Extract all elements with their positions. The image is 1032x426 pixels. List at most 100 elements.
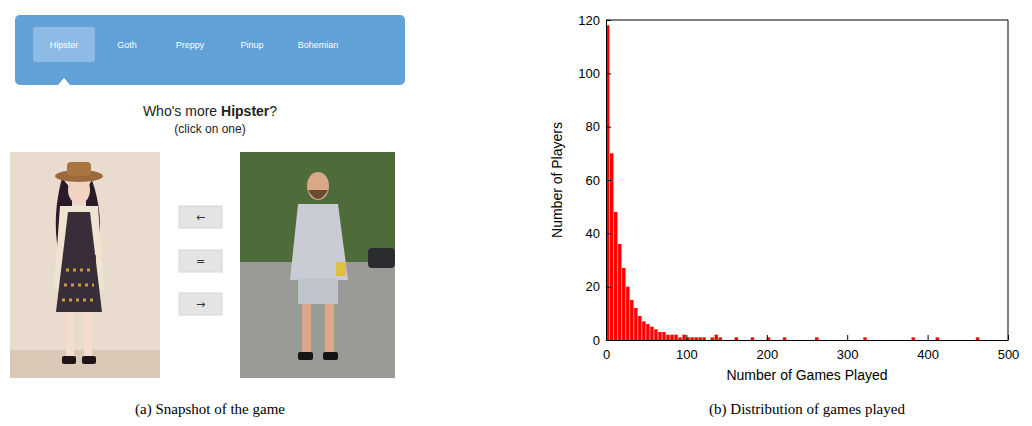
bar	[678, 337, 681, 340]
tab-label[interactable]: Bohemian	[298, 40, 339, 50]
photo-right[interactable]	[240, 152, 395, 378]
bar	[956, 340, 959, 341]
caption: (a) Snapshot of the game	[135, 401, 285, 418]
bar	[638, 316, 641, 340]
x-tick-mark	[686, 335, 687, 340]
tab-label[interactable]: Hipster	[50, 40, 79, 50]
choice-button[interactable]: ←	[179, 206, 222, 228]
bar	[916, 340, 919, 341]
button-label[interactable]: →	[196, 298, 205, 311]
face[interactable]	[307, 172, 329, 200]
photo-street[interactable]	[240, 262, 395, 378]
bar	[839, 340, 842, 341]
tab-background[interactable]	[33, 27, 95, 62]
y-tick-label: 60	[586, 173, 600, 188]
leg[interactable]	[302, 304, 311, 354]
tab-background[interactable]	[287, 27, 349, 62]
bar	[682, 335, 685, 340]
shorts[interactable]	[298, 278, 338, 304]
bar	[863, 337, 866, 340]
tab-label[interactable]: Pinup	[240, 40, 263, 50]
bar	[932, 340, 935, 341]
shoe[interactable]	[62, 356, 76, 364]
shoe[interactable]	[298, 352, 313, 360]
leg[interactable]	[66, 312, 74, 357]
button-background[interactable]	[179, 250, 222, 272]
tab-background[interactable]	[105, 27, 149, 62]
bar	[887, 340, 890, 341]
tab[interactable]: Hipster	[33, 27, 95, 62]
y-axis: 020406080100120	[578, 13, 611, 348]
bar	[912, 337, 915, 340]
tab-pointer	[57, 78, 71, 86]
shoe[interactable]	[82, 356, 96, 364]
tab-label[interactable]: Preppy	[176, 40, 205, 50]
tab-background[interactable]	[165, 27, 215, 62]
bar	[871, 340, 874, 341]
y-tick-mark	[606, 340, 611, 341]
y-tick-label: 40	[586, 226, 600, 241]
button-label[interactable]: ←	[196, 211, 205, 224]
bar	[972, 340, 975, 341]
game-snapshot: HipsterGothPreppyPinupBohemianWho's more…	[10, 15, 405, 418]
photo-background[interactable]	[240, 152, 395, 378]
x-tick-label: 0	[603, 347, 610, 362]
frame-top	[606, 20, 1008, 21]
bar	[795, 340, 798, 341]
dress[interactable]	[56, 212, 102, 312]
bar	[739, 340, 742, 341]
tab[interactable]: Pinup	[230, 27, 274, 62]
tab-background[interactable]	[230, 27, 274, 62]
y-tick-label: 20	[586, 279, 600, 294]
bar	[670, 335, 673, 340]
choice-button[interactable]: →	[179, 293, 222, 315]
shoe[interactable]	[323, 352, 338, 360]
leg[interactable]	[325, 304, 334, 354]
bar	[747, 340, 750, 341]
tab[interactable]: Bohemian	[287, 27, 349, 62]
x-tick-label: 100	[676, 347, 698, 362]
leg[interactable]	[84, 312, 92, 357]
choice-button[interactable]: =	[179, 250, 222, 272]
bar	[634, 308, 637, 340]
button-background[interactable]	[179, 206, 222, 228]
bar	[751, 337, 754, 340]
x-tick-mark	[767, 335, 768, 340]
bar	[658, 332, 661, 340]
question-suffix: ?	[269, 103, 277, 119]
question-emphasis: Hipster	[221, 103, 270, 119]
x-tick: 300	[837, 335, 859, 362]
button-label[interactable]: =	[196, 255, 205, 268]
bar	[819, 340, 822, 341]
dress-pattern[interactable]	[62, 270, 96, 300]
bar	[899, 340, 902, 341]
y-tick-mark	[606, 233, 611, 234]
book[interactable]	[336, 262, 346, 276]
bar	[831, 340, 834, 341]
bar	[715, 335, 718, 340]
y-tick: 20	[586, 279, 611, 294]
button-background[interactable]	[179, 293, 222, 315]
bars	[606, 25, 979, 340]
bar	[980, 340, 983, 341]
photo-car[interactable]	[368, 248, 395, 268]
bar	[1004, 340, 1007, 341]
tab[interactable]: Goth	[105, 27, 149, 62]
photo-left[interactable]	[10, 152, 160, 378]
x-tick-label: 300	[837, 347, 859, 362]
tab-label[interactable]: Goth	[117, 40, 137, 50]
jacket[interactable]	[290, 204, 348, 280]
y-tick: 120	[578, 13, 611, 28]
tab[interactable]: Preppy	[165, 27, 215, 62]
y-tick-mark	[606, 73, 611, 74]
bar	[964, 340, 967, 341]
bar	[731, 340, 734, 341]
bar	[944, 340, 947, 341]
hat-crown[interactable]	[67, 162, 91, 176]
bar	[807, 340, 810, 341]
x-tick: 500	[998, 335, 1020, 362]
beard[interactable]	[308, 190, 328, 199]
photo-background[interactable]	[10, 152, 160, 378]
y-tick-label: 100	[578, 66, 600, 81]
bar	[735, 337, 738, 340]
